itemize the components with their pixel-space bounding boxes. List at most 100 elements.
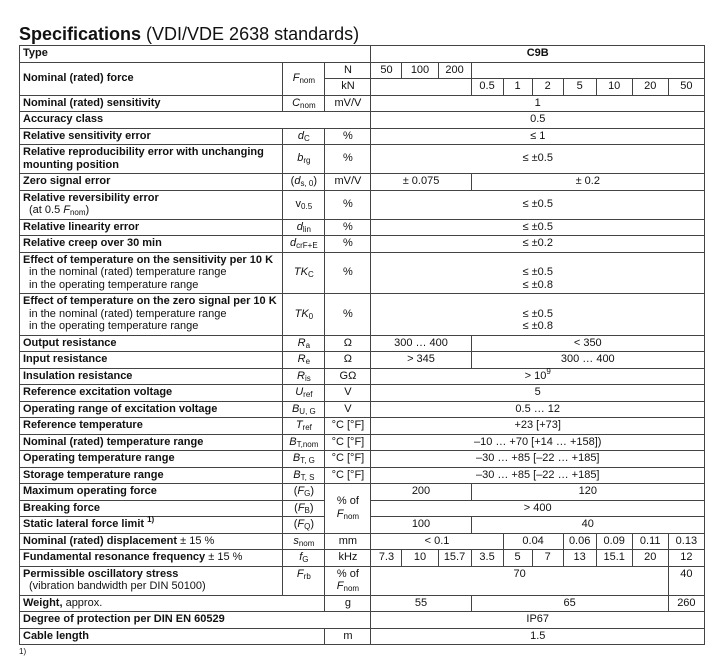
text-segment: 10 xyxy=(608,80,621,92)
text-segment: ≤ ±0.5 xyxy=(522,307,553,320)
text-segment: 65 xyxy=(563,596,576,609)
text-segment: F xyxy=(292,71,300,84)
value-cell: 20 xyxy=(631,549,669,567)
value-line: 0.04 xyxy=(507,535,560,548)
spec-row-zero-signal-error: Zero signal error (ds, 0) mV/V ± 0.075 ± 0.2 xyxy=(18,173,706,191)
spec-row-permissible-oscillatory-stress: Permissible oscillatory stress (vibration… xyxy=(18,565,706,596)
text-segment: B xyxy=(289,435,297,448)
text-segment: a xyxy=(305,340,311,350)
value-cell: < 350 xyxy=(470,334,706,352)
row-label: Output resistance xyxy=(18,334,284,352)
value-line: 20 xyxy=(636,80,665,93)
row-unit: N xyxy=(324,61,372,79)
text-segment: R xyxy=(296,369,305,382)
value-line: 1.5 xyxy=(374,630,701,643)
value-cell: –10 … +70 [+14 … +158]) xyxy=(370,433,705,451)
text-segment: % xyxy=(343,307,353,320)
row-unit: °C [°F] xyxy=(324,433,372,451)
row-label-title: Storage temperature range xyxy=(23,469,279,482)
text-segment: ( xyxy=(294,501,298,514)
text-segment: is xyxy=(304,373,311,383)
text-segment: s, 0 xyxy=(300,179,314,188)
text-segment: < 0.1 xyxy=(424,534,450,547)
text-segment: GΩ xyxy=(339,369,357,382)
row-label-title: Degree of protection per DIN EN 60529 xyxy=(23,613,367,626)
text-segment: kN xyxy=(341,80,355,92)
text-segment: > 10 xyxy=(524,369,547,382)
text-segment: b xyxy=(297,152,304,165)
row-symbol: brg xyxy=(282,144,326,174)
text-segment: Q xyxy=(304,522,311,531)
row-label: Nominal (rated) temperature range xyxy=(18,433,284,451)
row-symbol: BT,nom xyxy=(282,433,326,451)
text-segment: 1 xyxy=(534,96,541,109)
text-segment: 70 xyxy=(513,567,526,580)
row-label: Degree of protection per DIN EN 60529 xyxy=(18,611,372,629)
row-symbol: fG xyxy=(282,549,326,567)
text-segment: Operating range of excitation voltage xyxy=(23,402,218,415)
text-segment: 300 … 400 xyxy=(560,353,615,365)
text-segment: ( xyxy=(293,485,298,497)
spec-row-cable-length: Cable length m 1.5 xyxy=(18,627,705,645)
text-segment: 13 xyxy=(573,551,586,563)
row-label-title: Reference temperature xyxy=(23,419,279,432)
value-line: 0.11 xyxy=(636,535,665,548)
text-segment: 10 xyxy=(413,551,427,563)
row-label: Maximum operating force xyxy=(18,483,284,501)
row-unit: °C [°F] xyxy=(324,417,372,435)
text-segment: g xyxy=(344,596,351,609)
spec-row-reference-excitation-voltage: Reference excitation voltage Uref V 5 xyxy=(18,384,705,402)
text-segment: % of xyxy=(336,567,359,580)
row-label: Permissible oscillatory stress (vibration… xyxy=(18,565,284,596)
value-cell: 1 xyxy=(370,94,705,112)
spec-row-maximum-operating-force: Maximum operating force (FG)% of Fnom 200 12… xyxy=(18,483,706,534)
value-cell: 12 xyxy=(667,549,706,567)
value-cell: ± 0.075 xyxy=(370,173,472,191)
value-line: 7.3 xyxy=(374,551,398,564)
footnote-marker: 1) xyxy=(19,647,27,656)
text-segment: 40 xyxy=(581,518,594,530)
text-segment: C xyxy=(304,133,310,143)
value-line: C9B xyxy=(374,47,701,60)
text-segment: R xyxy=(297,336,306,349)
text-segment: nom xyxy=(298,538,315,548)
spec-row-output-resistance: Output resistance Ra Ω 300 … 400 < 350 xyxy=(18,334,706,352)
row-symbol: Tref xyxy=(282,417,326,435)
text-segment: in the operating temperature range xyxy=(29,320,199,332)
value-cell: 0.04 xyxy=(502,532,564,550)
text-segment: d xyxy=(296,220,303,233)
text-segment: Accuracy class xyxy=(23,113,104,125)
row-label-title: Static lateral force limit 1) xyxy=(23,516,279,531)
text-segment: Effect of temperature on the zero signal… xyxy=(23,295,277,307)
text-segment: % xyxy=(343,129,353,142)
row-unit: V xyxy=(324,384,372,402)
row-label-title: Nominal (rated) temperature range xyxy=(23,436,279,449)
text-segment: °C [°F] xyxy=(331,452,365,464)
row-symbol: v0.5 xyxy=(282,189,326,220)
spec-row-storage-temperature-range: Storage temperature range BT, S °C [°F] –30… xyxy=(18,466,705,484)
value-cell: 0.09 xyxy=(595,532,633,550)
text-segment: T xyxy=(295,419,303,431)
value-line: 0.5 xyxy=(374,113,701,126)
value-cell: ≤ ±0.2 xyxy=(370,235,705,253)
row-label-title: Relative reproducibility error with unch… xyxy=(23,146,279,171)
value-cell: 7.3 xyxy=(370,549,403,567)
spec-row-nominal-temperature-range: Nominal (rated) temperature range BT,nom °… xyxy=(18,433,705,451)
row-label: Reference excitation voltage xyxy=(18,384,284,402)
text-segment: Maximum operating force xyxy=(23,485,157,497)
row-label-title: Accuracy class xyxy=(23,113,367,126)
row-symbol: BT, S xyxy=(282,466,326,484)
row-unit: kHz xyxy=(324,549,372,567)
row-label-title: Reference excitation voltage xyxy=(23,386,279,399)
value-line: ≤ ±0.5 xyxy=(374,152,701,165)
value-cell: 13 xyxy=(562,549,597,567)
text-segment: Degree of protection per DIN EN 60529 xyxy=(23,613,225,625)
text-segment: Storage temperature range xyxy=(23,468,164,481)
text-segment: Cable length xyxy=(23,629,90,642)
value-cell: < 0.1 xyxy=(370,532,504,550)
spec-row-operating-temperature-range: Operating temperature range BT, G °C [°F] –… xyxy=(18,450,705,468)
row-label-title: Insulation resistance xyxy=(23,370,279,383)
row-label: Static lateral force limit 1) xyxy=(18,516,284,534)
text-segment: 120 xyxy=(578,485,597,497)
value-line: > 109 xyxy=(374,367,701,383)
